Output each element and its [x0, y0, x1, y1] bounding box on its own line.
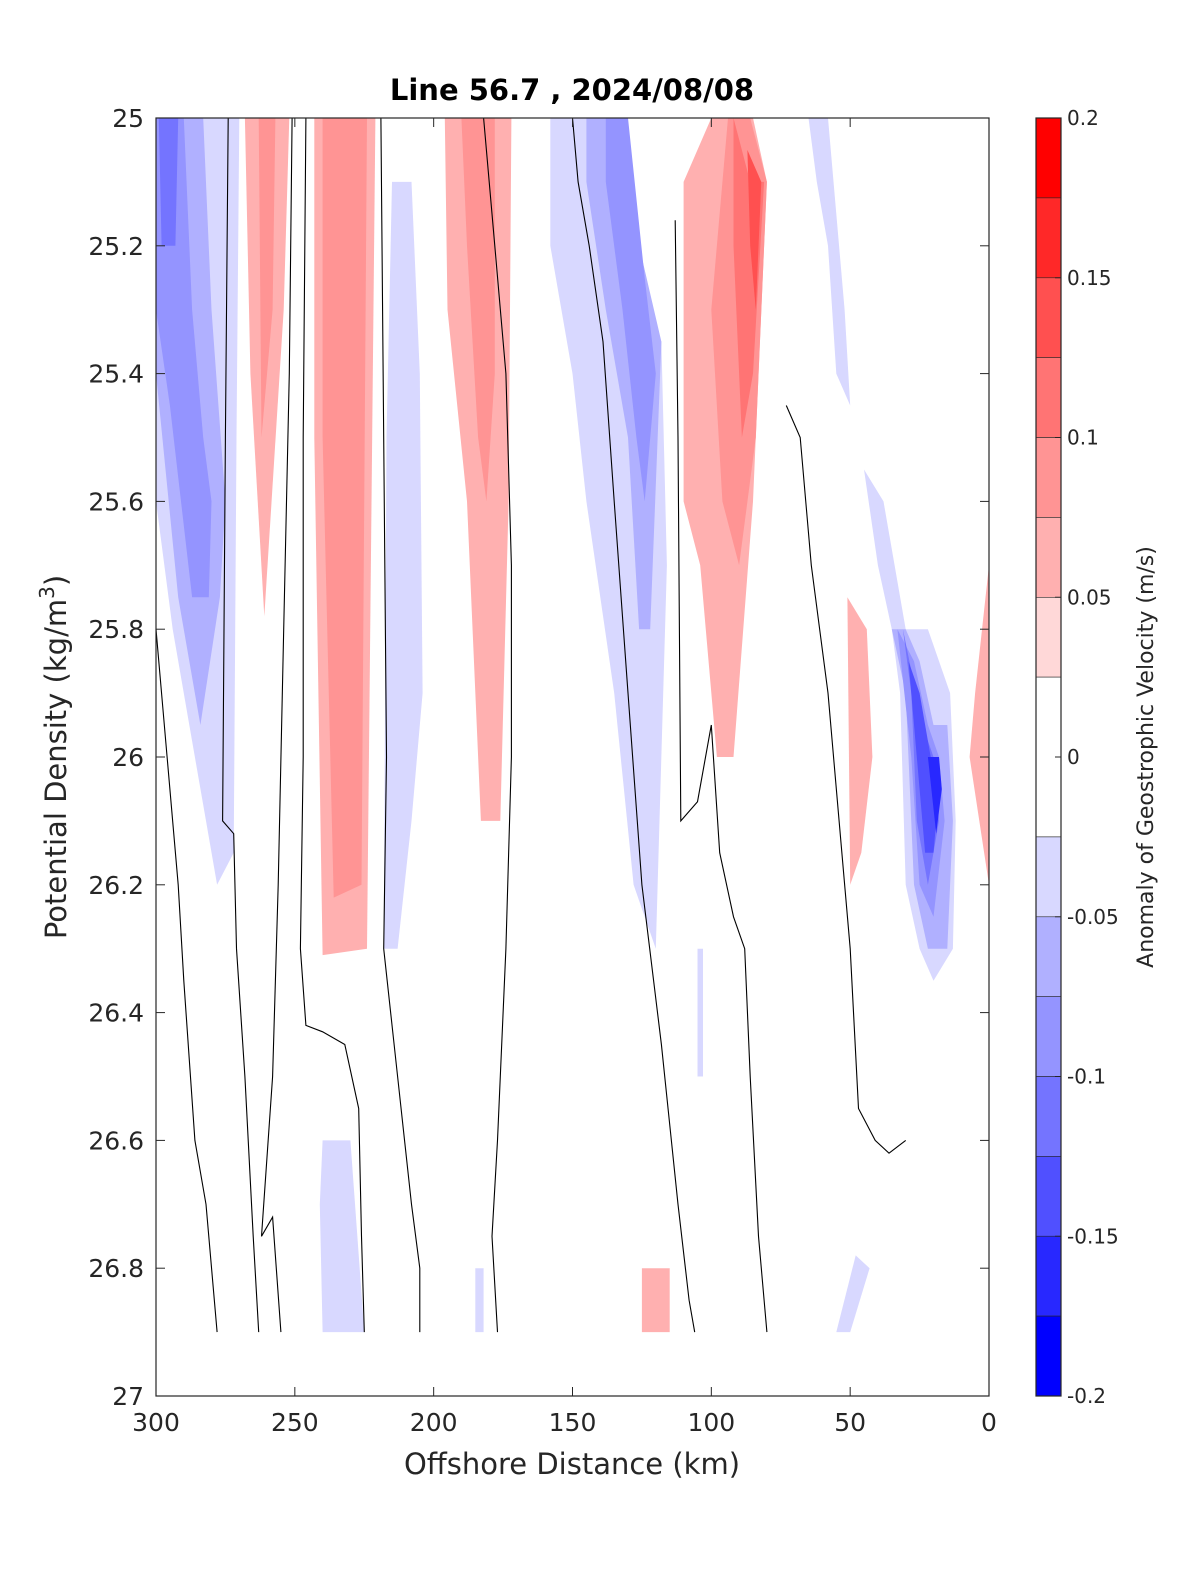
- anomaly-region-28: [641, 1268, 670, 1333]
- anomaly-region-3: [158, 118, 179, 246]
- y-tick-label: 26.6: [88, 1126, 144, 1155]
- x-tick-label: 0: [981, 1408, 997, 1437]
- colorbar-tick-label: 0.05: [1067, 585, 1112, 609]
- anomaly-region-27: [319, 1140, 365, 1333]
- y-axis: 25 25.2 25.4 25.6 25.8 26 26.2 26.4 26.6 26.8 27: [88, 104, 989, 1411]
- anomaly-region-12: [586, 118, 662, 630]
- x-axis-title: Offshore Distance (km): [404, 1447, 740, 1481]
- anomaly-region-5: [258, 118, 276, 438]
- anomaly-region-7: [322, 118, 367, 898]
- colorbar-level-1: [1035, 197, 1062, 279]
- anomaly-region-30: [697, 948, 703, 1077]
- zero-contour-3: [299, 117, 365, 1333]
- zero-contour-5: [483, 117, 512, 1333]
- zero-contour-4: [380, 117, 421, 1333]
- y-axis-title-main: Potential Density (kg/m: [39, 599, 73, 939]
- zero-contour-2: [260, 117, 293, 1333]
- zero-contour-0: [155, 629, 218, 1333]
- y-tick-label: 25.2: [88, 232, 144, 261]
- colorbar-tick-label: 0.1: [1067, 426, 1099, 450]
- y-tick-label: 26.8: [88, 1254, 144, 1283]
- x-tick-label: 150: [549, 1408, 597, 1437]
- anomaly-region-10: [461, 118, 495, 502]
- y-tick-label: 25.4: [88, 360, 144, 389]
- y-tick-label: 25.6: [88, 487, 144, 516]
- colorbar-level-10: [1035, 996, 1062, 1077]
- zero-contour-8: [785, 405, 907, 1154]
- colorbar-level-5: [1035, 517, 1062, 598]
- colorbar-tick-label: -0.05: [1067, 905, 1119, 929]
- colorbar-level-12: [1035, 1156, 1062, 1237]
- x-tick-label: 250: [271, 1408, 319, 1437]
- plot-area: [155, 117, 990, 1397]
- y-tick-label: 27: [112, 1382, 144, 1411]
- anomaly-region-23: [908, 661, 939, 853]
- anomaly-region-18: [808, 118, 851, 406]
- anomaly-region-13: [605, 118, 656, 502]
- y-tick-label: 26.4: [88, 999, 144, 1028]
- colorbar-tick-label: -0.15: [1067, 1224, 1119, 1248]
- x-tick-label: 200: [410, 1408, 458, 1437]
- colorbar-level-4: [1035, 437, 1062, 518]
- anomaly-region-29: [475, 1268, 484, 1333]
- anomaly-region-24: [927, 757, 942, 834]
- colorbar-blocks: [1035, 117, 1062, 1397]
- colorbar: 0.2 0.15 0.1 0.05 0 -0.05 -0.1 -0.15 -0.2 Anomal…: [1035, 106, 1159, 1408]
- zero-contour-1: [222, 117, 260, 1333]
- colorbar-level-9: [1035, 916, 1062, 997]
- colorbar-level-0: [1035, 117, 1062, 199]
- colorbar-tick-label: 0: [1067, 745, 1080, 769]
- colorbar-level-6: [1035, 596, 1062, 678]
- anomaly-region-31: [836, 1255, 870, 1333]
- anomaly-fill-layer: [156, 118, 989, 1333]
- anomaly-region-8: [383, 181, 423, 949]
- zero-contour-layer: [155, 117, 907, 1333]
- colorbar-tick-label: -0.2: [1067, 1384, 1106, 1408]
- colorbar-level-11: [1035, 1076, 1062, 1157]
- colorbar-level-13: [1035, 1235, 1062, 1317]
- zero-contour-6: [571, 117, 696, 1333]
- colorbar-level-2: [1035, 277, 1062, 358]
- colorbar-tick-label: 0.15: [1067, 266, 1112, 290]
- colorbar-tick-label: 0.2: [1067, 106, 1099, 130]
- y-axis-title: Potential Density (kg/m3): [35, 575, 73, 939]
- colorbar-level-8: [1035, 836, 1062, 918]
- x-tick-label: 100: [687, 1408, 735, 1437]
- y-tick-label: 26.2: [88, 871, 144, 900]
- colorbar-tick-label: -0.1: [1067, 1065, 1106, 1089]
- x-tick-label: 300: [132, 1408, 180, 1437]
- y-tick-label: 26: [112, 743, 144, 772]
- anomaly-region-25: [969, 565, 989, 885]
- y-axis-title-close: ): [39, 575, 73, 586]
- chart-title: Line 56.7 , 2024/08/08: [390, 73, 754, 107]
- y-axis-title-superscript: 3: [35, 586, 59, 599]
- y-tick-label: 25: [112, 104, 144, 133]
- zero-contour-7: [674, 220, 768, 1333]
- x-axis: 300 250 200 150 100 50 0: [132, 118, 997, 1437]
- y-tick-label: 25.8: [88, 615, 144, 644]
- colorbar-title: Anomaly of Geostrophic Velocity (m/s): [1134, 546, 1159, 968]
- anomaly-region-26: [847, 597, 873, 885]
- colorbar-level-14: [1035, 1315, 1062, 1397]
- anomaly-region-17: [747, 150, 762, 310]
- colorbar-level-3: [1035, 357, 1062, 438]
- x-tick-label: 50: [834, 1408, 866, 1437]
- colorbar-ticks: 0.2 0.15 0.1 0.05 0 -0.05 -0.1 -0.15 -0.2: [1055, 106, 1119, 1408]
